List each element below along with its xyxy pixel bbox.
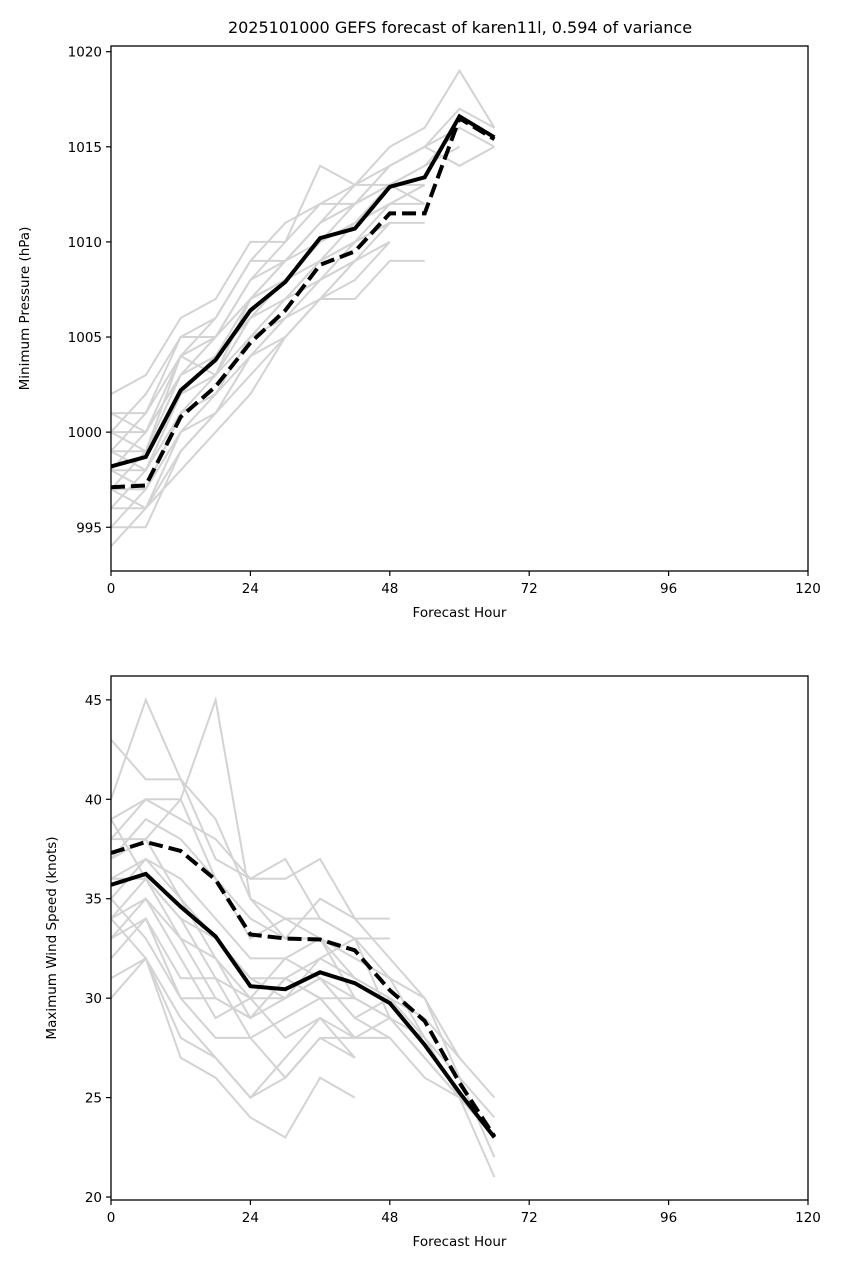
ensemble-member-line <box>111 241 391 528</box>
ensemble-member-line <box>111 183 426 472</box>
x-tick-label: 48 <box>381 1210 398 1226</box>
x-tick-label: 72 <box>521 581 538 597</box>
ensemble-member-line <box>111 695 496 1119</box>
pressure-plot-area <box>111 68 496 547</box>
x-tick-label: 120 <box>795 1210 821 1226</box>
y-tick-label: 40 <box>85 792 102 808</box>
dashed-forecast-line <box>111 115 496 490</box>
x-tick-label: 24 <box>242 1210 259 1226</box>
y-tick-label: 25 <box>85 1091 102 1107</box>
ensemble-member-line <box>111 145 495 434</box>
x-tick-label: 24 <box>242 581 259 597</box>
ensemble-member-line <box>111 241 391 510</box>
ensemble-member-line <box>111 107 495 415</box>
wind-plot-area <box>111 695 497 1178</box>
x-tick-label: 0 <box>107 1210 116 1226</box>
ensemble-member-line <box>111 917 356 1100</box>
y-tick-label: 1015 <box>68 140 102 156</box>
y-tick-label: 1000 <box>68 425 102 441</box>
figure-title: 2025101000 GEFS forecast of karen11l, 0.… <box>228 18 692 37</box>
ensemble-member-line <box>111 837 461 1099</box>
y-tick-label: 1005 <box>68 330 102 346</box>
x-tick-label: 96 <box>660 1210 677 1226</box>
wind-panel: 0 24 48 72 96 120 20 25 30 35 40 45 Forecast Hour Max… <box>44 675 821 1250</box>
x-tick-label: 48 <box>381 581 398 597</box>
pressure-axes-frame <box>110 45 809 572</box>
ensemble-member-line <box>111 817 496 1158</box>
ensemble-member-line <box>111 260 356 547</box>
x-tick-label: 96 <box>660 581 677 597</box>
y-tick-label: 35 <box>85 892 102 908</box>
pressure-x-axis-label: Forecast Hour <box>413 605 507 621</box>
pressure-y-axis-label: Minimum Pressure (hPa) <box>17 227 33 391</box>
y-tick-label: 1010 <box>68 235 102 251</box>
ensemble-member-line <box>111 68 496 395</box>
ensemble-mean-line <box>111 113 496 469</box>
x-tick-label: 72 <box>521 1210 538 1226</box>
dashed-forecast-line <box>111 839 497 1138</box>
ensemble-member-line <box>111 797 461 1059</box>
pressure-panel: 0 24 48 72 96 120 995 1000 1005 1010 1015 1020 Forec… <box>17 45 821 621</box>
y-tick-label: 995 <box>76 520 102 536</box>
x-tick-label: 0 <box>107 581 116 597</box>
ensemble-mean-line <box>111 871 496 1139</box>
wind-x-axis-label: Forecast Hour <box>413 1234 507 1250</box>
y-tick-label: 20 <box>85 1190 102 1206</box>
x-tick-label: 120 <box>795 581 821 597</box>
ensemble-member-line <box>111 818 426 1039</box>
ensemble-member-line <box>111 126 495 433</box>
y-tick-label: 1020 <box>68 45 102 61</box>
y-tick-label: 30 <box>85 991 102 1007</box>
ensemble-member-line <box>111 898 355 1020</box>
wind-y-axis-label: Maximum Wind Speed (knots) <box>44 836 60 1039</box>
ensemble-member-line <box>111 956 356 1139</box>
ensemble-member-line <box>111 184 426 453</box>
y-tick-label: 45 <box>85 693 102 709</box>
wind-axes-frame <box>110 675 809 1201</box>
